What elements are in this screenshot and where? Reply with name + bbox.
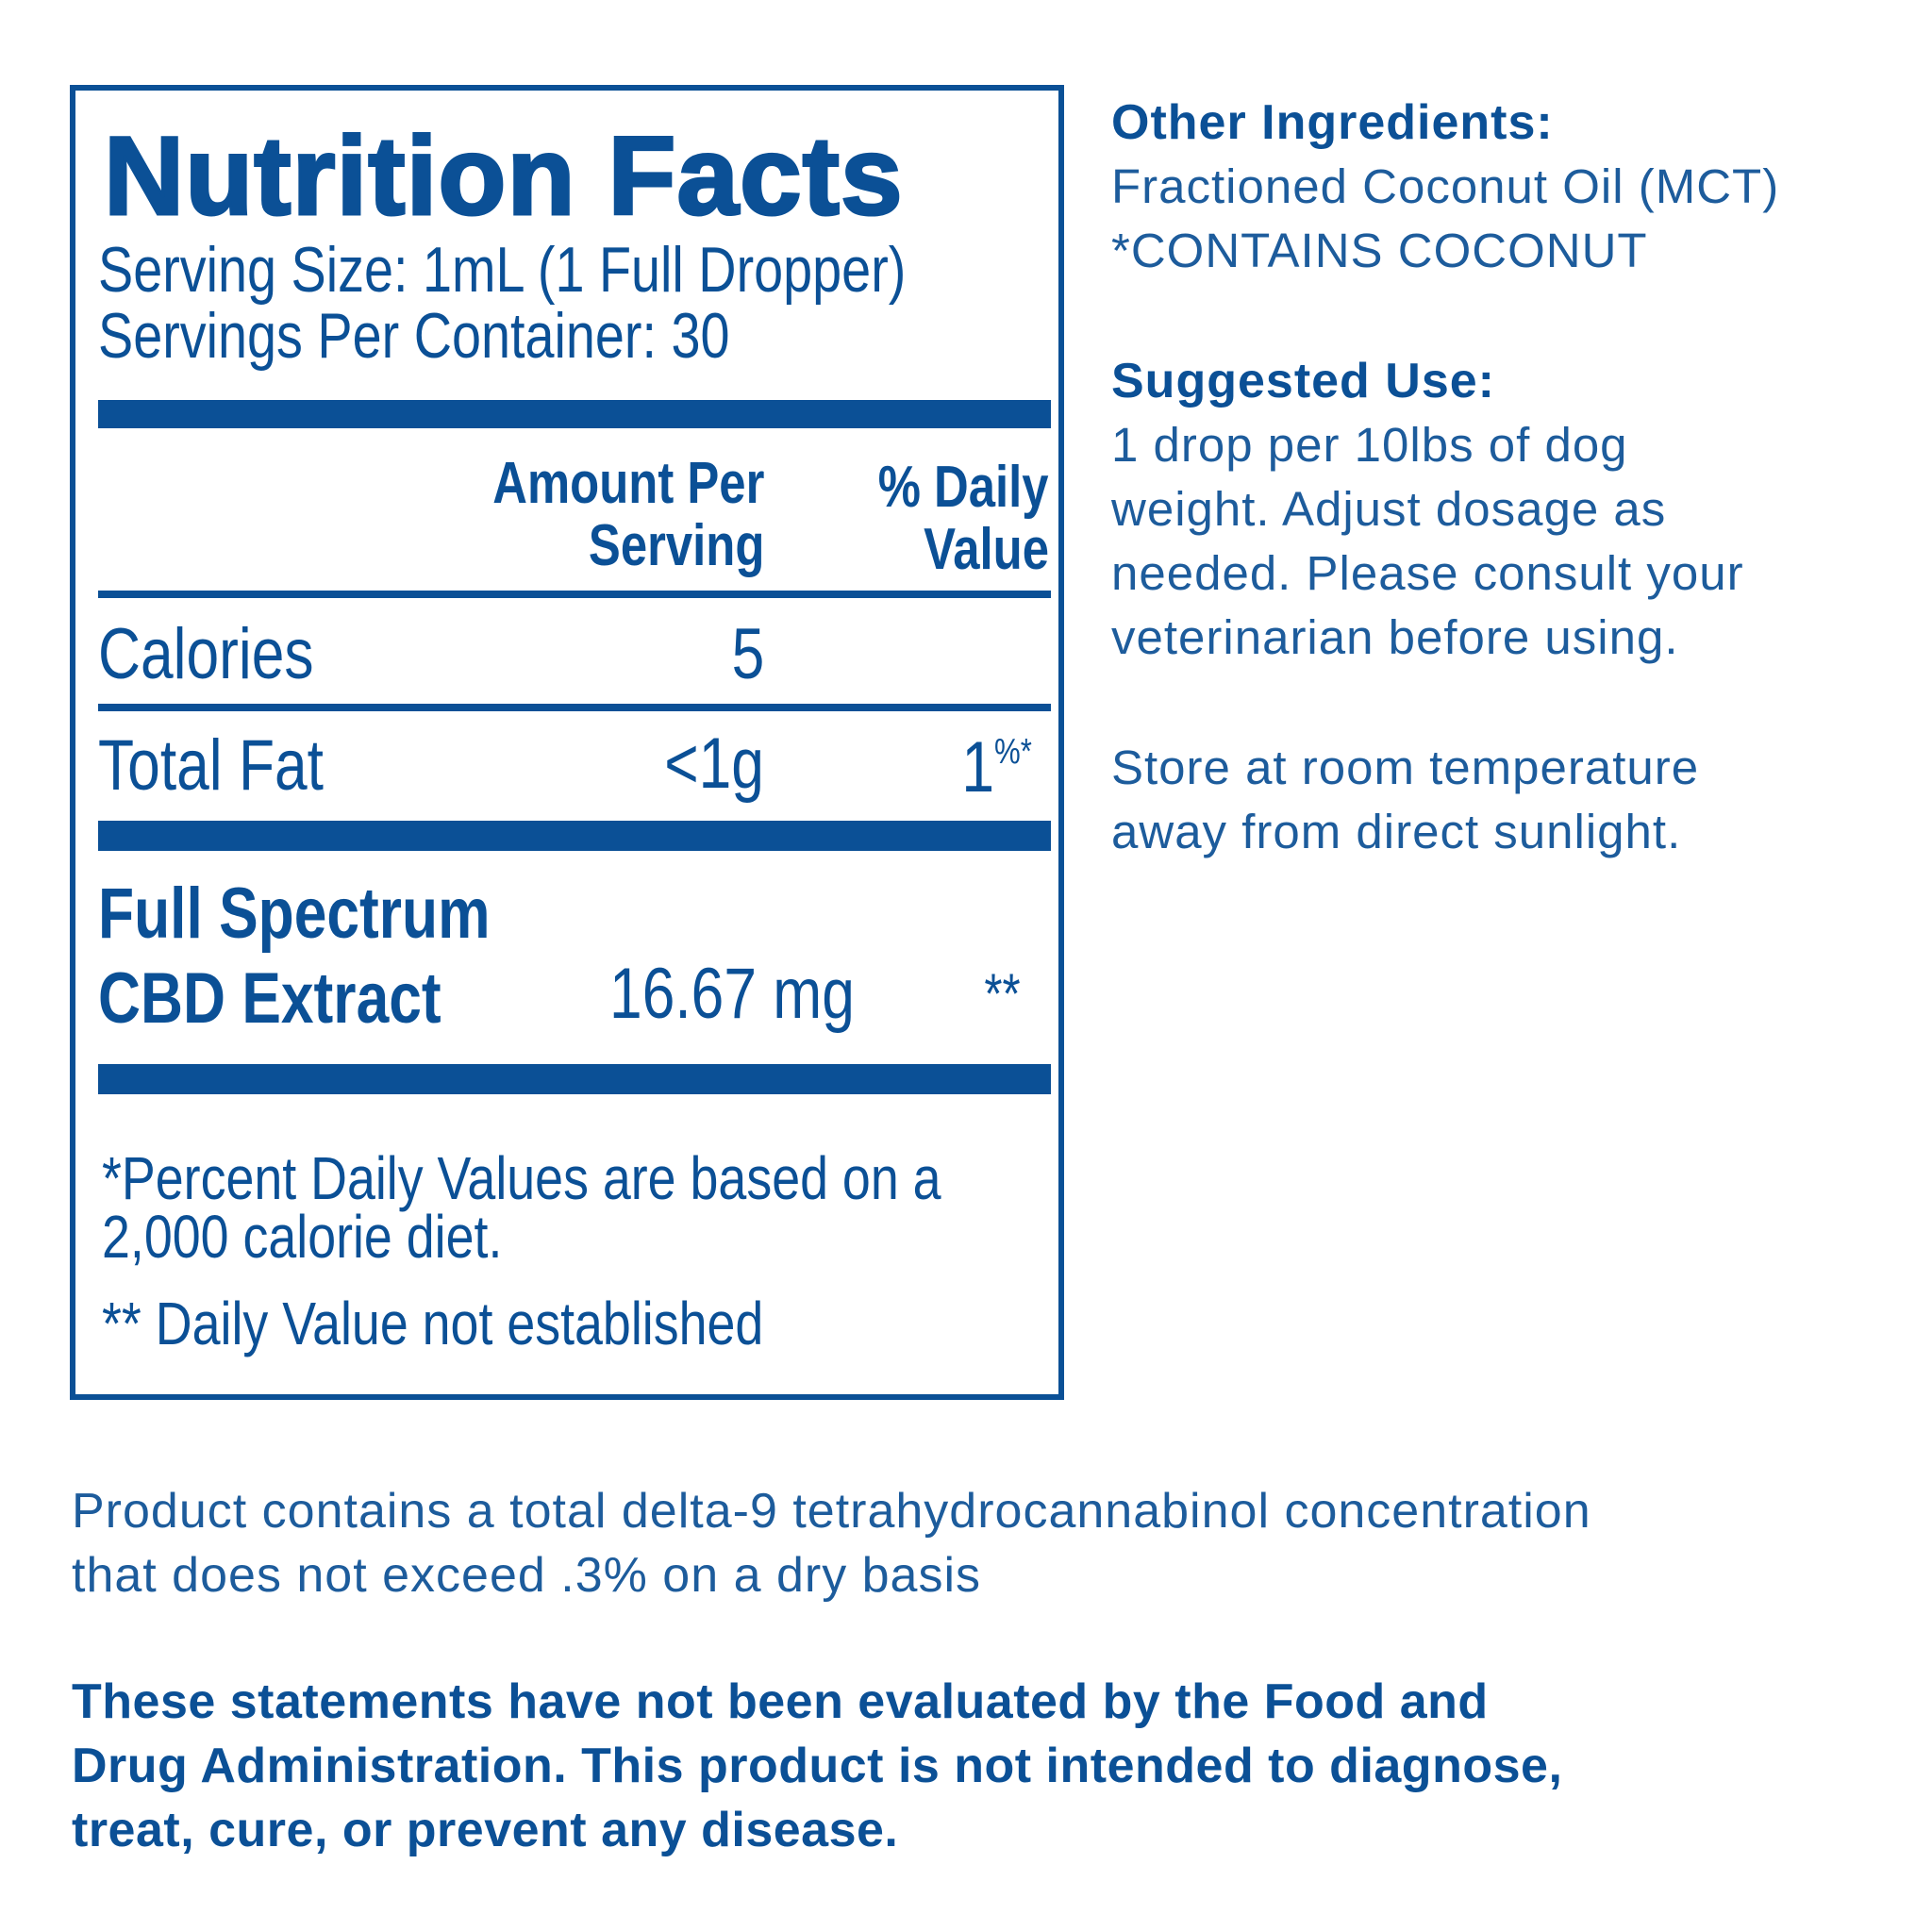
thc-notice: Product contains a total delta-9 tetrahy… [72,1479,1591,1607]
col-daily-header-line2: Value [924,517,1049,582]
row-amount-total-fat: <1g [664,724,764,804]
other-ingredients-line1: Fractioned Coconut Oil (MCT) [1111,159,1780,213]
nutrition-facts-panel [70,85,1064,1400]
serving-size: Serving Size: 1mL (1 Full Dropper) [98,234,907,306]
thick-divider-top [98,400,1051,428]
cbd-label-line1: Full Spectrum [98,874,491,954]
thc-notice-line1: Product contains a total delta-9 tetrahy… [72,1484,1591,1539]
row-label-calories: Calories [98,614,314,694]
footnote-daily-value: ** Daily Value not established [102,1290,764,1357]
fda-disclaimer-line3: treat, cure, or prevent any disease. [72,1803,899,1857]
suggested-use-line2: weight. Adjust dosage as [1111,482,1667,536]
thick-divider-mid [98,821,1051,851]
servings-per-container: Servings Per Container: 30 [98,300,730,372]
cbd-amount: 16.67 mg [609,954,855,1034]
other-ingredients-line2: *CONTAINS COCONUT [1111,224,1648,277]
storage-line2: away from direct sunlight. [1111,805,1682,858]
storage-line1: Store at room temperature [1111,741,1700,794]
row-amount-calories: 5 [731,614,764,694]
footnote-percent-line1: *Percent Daily Values are based on a [102,1144,941,1212]
col-daily-header-line1: % Daily [878,455,1049,520]
suggested-use-line4: veterinarian before using. [1111,610,1679,664]
footnote-percent-line2: 2,000 calorie diet. [102,1203,503,1271]
nutrition-facts-title: Nutrition Facts [103,114,905,239]
other-ingredients-heading: Other Ingredients: [1111,95,1554,150]
fda-disclaimer-line1: These statements have not been evaluated… [72,1674,1489,1729]
col-amount-header-line2: Serving [588,513,764,578]
fda-disclaimer: These statements have not been evaluated… [72,1670,1562,1862]
divider-calories [98,704,1051,711]
thick-divider-bottom [98,1064,1051,1094]
row-label-total-fat: Total Fat [98,725,325,806]
row-daily-total-fat: 1%* [961,732,1032,804]
suggested-use-line1: 1 drop per 10lbs of dog [1111,418,1628,472]
cbd-daily: ** [984,962,1021,1025]
thc-notice-line2: that does not exceed .3% on a dry basis [72,1548,982,1603]
cbd-label-line2: CBD Extract [98,958,441,1039]
daily-value-superscript: %* [994,732,1032,772]
fda-disclaimer-line2: Drug Administration. This product is not… [72,1739,1563,1793]
daily-value-number: 1 [961,727,995,807]
col-amount-header-line1: Amount Per [491,451,764,516]
suggested-use-heading: Suggested Use: [1111,354,1495,408]
divider-header [98,591,1051,598]
suggested-use-line3: needed. Please consult your [1111,546,1744,600]
